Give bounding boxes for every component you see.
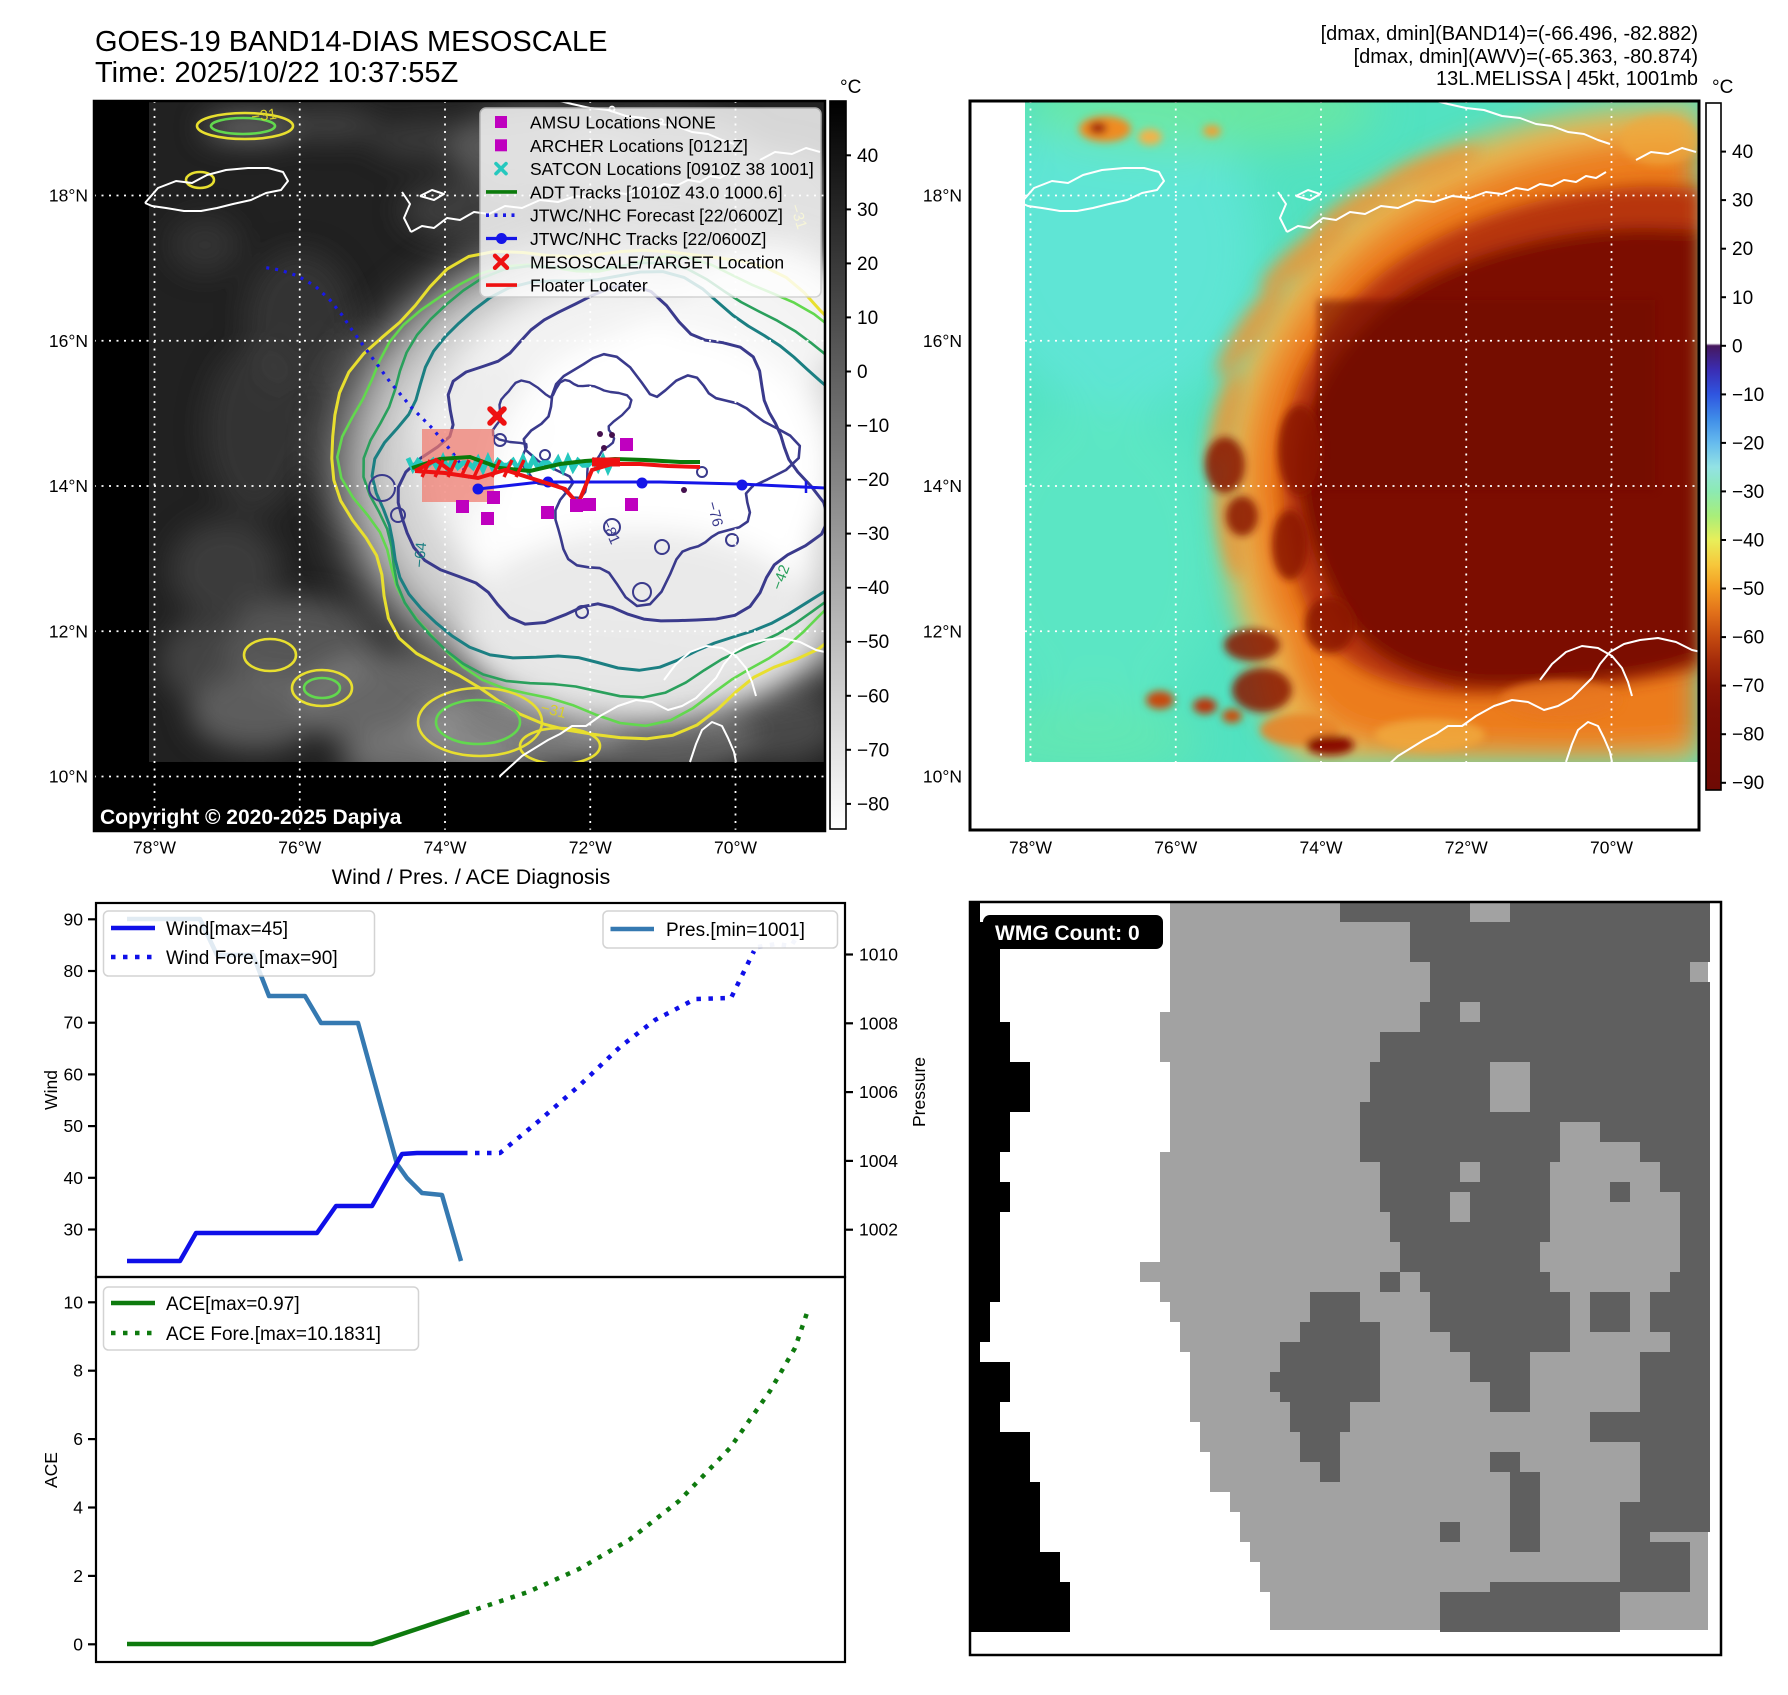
- svg-text:2: 2: [73, 1566, 83, 1586]
- svg-text:80: 80: [64, 961, 84, 981]
- svg-text:10: 10: [64, 1292, 84, 1312]
- svg-text:Wind Fore.[max=90]: Wind Fore.[max=90]: [166, 948, 338, 969]
- svg-text:0: 0: [1732, 336, 1743, 357]
- svg-text:74°W: 74°W: [424, 838, 467, 858]
- svg-text:18°N: 18°N: [49, 186, 88, 206]
- svg-text:78°W: 78°W: [1009, 838, 1052, 858]
- svg-text:−50: −50: [857, 632, 889, 653]
- svg-text:−70: −70: [1732, 676, 1764, 697]
- svg-text:ACE: ACE: [41, 1452, 61, 1488]
- svg-text:8: 8: [73, 1361, 83, 1381]
- svg-text:MESOSCALE/TARGET Location: MESOSCALE/TARGET Location: [530, 252, 784, 272]
- svg-text:−60: −60: [857, 686, 889, 707]
- svg-text:−10: −10: [857, 416, 889, 437]
- svg-text:SATCON Locations [0910Z 38 100: SATCON Locations [0910Z 38 1001]: [530, 159, 814, 179]
- svg-text:Wind / Pres. / ACE Diagnosis: Wind / Pres. / ACE Diagnosis: [332, 865, 610, 889]
- svg-text:−30: −30: [857, 524, 889, 545]
- svg-text:ADT Tracks [1010Z 43.0 1000.6]: ADT Tracks [1010Z 43.0 1000.6]: [530, 182, 783, 202]
- svg-text:4: 4: [73, 1498, 83, 1518]
- svg-text:°C: °C: [840, 77, 861, 98]
- svg-text:−20: −20: [1732, 433, 1764, 454]
- svg-text:JTWC/NHC Forecast [22/0600Z]: JTWC/NHC Forecast [22/0600Z]: [530, 206, 783, 226]
- svg-text:78°W: 78°W: [133, 838, 176, 858]
- svg-text:−50: −50: [1732, 579, 1764, 600]
- svg-text:1002: 1002: [859, 1220, 898, 1240]
- svg-text:Wind[max=45]: Wind[max=45]: [166, 919, 288, 940]
- svg-text:−20: −20: [857, 470, 889, 491]
- svg-text:72°W: 72°W: [1445, 838, 1488, 858]
- svg-text:12°N: 12°N: [923, 621, 962, 641]
- svg-text:14°N: 14°N: [923, 476, 962, 496]
- svg-text:JTWC/NHC Tracks [22/0600Z]: JTWC/NHC Tracks [22/0600Z]: [530, 229, 766, 249]
- svg-text:−76: −76: [703, 500, 726, 529]
- svg-text:−80: −80: [1732, 725, 1764, 746]
- svg-text:20: 20: [1732, 239, 1753, 260]
- svg-text:ARCHER Locations [0121Z]: ARCHER Locations [0121Z]: [530, 136, 748, 156]
- svg-text:10°N: 10°N: [49, 767, 88, 787]
- svg-text:°C: °C: [1712, 77, 1733, 98]
- svg-text:Pres.[min=1001]: Pres.[min=1001]: [666, 920, 805, 941]
- svg-text:30: 30: [1732, 191, 1753, 212]
- svg-text:10°N: 10°N: [923, 767, 962, 787]
- svg-text:ACE[max=0.97]: ACE[max=0.97]: [166, 1294, 300, 1315]
- svg-text:60: 60: [64, 1064, 84, 1084]
- svg-text:0: 0: [73, 1634, 83, 1654]
- svg-text:AMSU Locations NONE: AMSU Locations NONE: [530, 113, 716, 133]
- svg-text:6: 6: [73, 1429, 83, 1449]
- svg-text:Pressure: Pressure: [909, 1057, 929, 1127]
- svg-text:−31: −31: [250, 106, 278, 126]
- svg-text:16°N: 16°N: [49, 331, 88, 351]
- svg-text:76°W: 76°W: [1154, 838, 1197, 858]
- svg-text:[dmax, dmin](BAND14)=(-66.496,: [dmax, dmin](BAND14)=(-66.496, -82.882): [1321, 23, 1698, 45]
- svg-text:−90: −90: [1732, 773, 1764, 794]
- svg-text:10: 10: [857, 308, 878, 329]
- svg-text:20: 20: [857, 254, 878, 275]
- svg-text:40: 40: [1732, 142, 1753, 163]
- svg-text:Time: 2025/10/22 10:37:55Z: Time: 2025/10/22 10:37:55Z: [95, 57, 458, 89]
- svg-text:90: 90: [64, 909, 84, 929]
- svg-text:−30: −30: [1732, 482, 1764, 503]
- svg-text:30: 30: [857, 200, 878, 221]
- svg-text:−80: −80: [857, 794, 889, 815]
- svg-text:74°W: 74°W: [1300, 838, 1343, 858]
- svg-text:−10: −10: [1732, 385, 1764, 406]
- svg-text:1006: 1006: [859, 1082, 898, 1102]
- svg-text:1010: 1010: [859, 945, 898, 965]
- svg-text:70: 70: [64, 1013, 84, 1033]
- svg-text:1004: 1004: [859, 1151, 898, 1171]
- svg-text:Floater Locater: Floater Locater: [530, 276, 648, 296]
- svg-text:0: 0: [857, 362, 868, 383]
- svg-text:50: 50: [64, 1116, 84, 1136]
- svg-text:72°W: 72°W: [569, 838, 612, 858]
- svg-text:30: 30: [64, 1220, 84, 1240]
- svg-text:GOES-19 BAND14-DIAS MESOSCALE: GOES-19 BAND14-DIAS MESOSCALE: [95, 26, 608, 58]
- svg-text:−31: −31: [539, 699, 568, 722]
- svg-text:14°N: 14°N: [49, 476, 88, 496]
- svg-text:10: 10: [1732, 288, 1753, 309]
- svg-text:70°W: 70°W: [1590, 838, 1633, 858]
- svg-text:−64: −64: [411, 542, 430, 569]
- svg-text:1008: 1008: [859, 1013, 898, 1033]
- svg-text:12°N: 12°N: [49, 621, 88, 641]
- svg-text:40: 40: [857, 146, 878, 167]
- svg-text:WMG Count: 0: WMG Count: 0: [995, 922, 1140, 945]
- svg-text:−60: −60: [1732, 628, 1764, 649]
- svg-text:−40: −40: [857, 578, 889, 599]
- svg-text:16°N: 16°N: [923, 331, 962, 351]
- svg-text:70°W: 70°W: [714, 838, 757, 858]
- svg-text:Wind: Wind: [41, 1070, 61, 1110]
- svg-text:−70: −70: [857, 740, 889, 761]
- svg-text:13L.MELISSA | 45kt, 1001mb: 13L.MELISSA | 45kt, 1001mb: [1436, 68, 1698, 90]
- svg-text:Copyright © 2020-2025 Dapiya: Copyright © 2020-2025 Dapiya: [100, 806, 402, 829]
- svg-text:76°W: 76°W: [278, 838, 321, 858]
- svg-text:40: 40: [64, 1168, 84, 1188]
- svg-text:[dmax, dmin](AWV)=(-65.363, -8: [dmax, dmin](AWV)=(-65.363, -80.874): [1354, 46, 1698, 68]
- svg-text:ACE Fore.[max=10.1831]: ACE Fore.[max=10.1831]: [166, 1324, 381, 1345]
- svg-text:−40: −40: [1732, 531, 1764, 552]
- svg-text:18°N: 18°N: [923, 186, 962, 206]
